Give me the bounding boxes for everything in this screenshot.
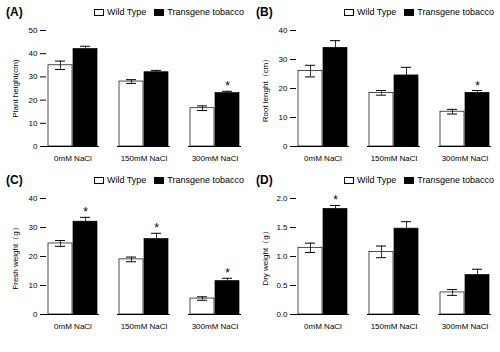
html-text:(B): (B) (256, 5, 273, 19)
svg-text:10: 10 (29, 281, 38, 290)
svg-text:40: 40 (279, 26, 288, 35)
svg-text:2.0: 2.0 (276, 194, 288, 203)
html-text:Wild Type: Wild Type (106, 7, 147, 17)
svg-text:300mM NaCl: 300mM NaCl (442, 322, 489, 331)
svg-text:300mM NaCl: 300mM NaCl (442, 154, 489, 163)
svg-text:0: 0 (283, 142, 288, 151)
svg-text:0mM NaCl: 0mM NaCl (304, 154, 342, 163)
svg-text:30: 30 (29, 223, 38, 232)
svg-text:0.5: 0.5 (276, 281, 288, 290)
html-text:Transgene tobacco: Transgene tobacco (417, 175, 494, 185)
html-text:Wild Type: Wild Type (106, 175, 147, 185)
svg-text:Fresh weight（g）: Fresh weight（g） (11, 223, 20, 289)
svg-text:150mM NaCl: 150mM NaCl (121, 322, 168, 331)
html-text:Wild Type: Wild Type (356, 175, 397, 185)
svg-text:*: * (333, 193, 338, 207)
svg-text:10: 10 (279, 113, 288, 122)
svg-text:*: * (83, 205, 88, 219)
svg-text:0.0: 0.0 (276, 310, 288, 319)
svg-text:40: 40 (29, 49, 38, 58)
svg-text:50: 50 (29, 26, 38, 35)
svg-text:Dry weight（g）: Dry weight（g） (261, 227, 270, 285)
svg-text:1.5: 1.5 (276, 223, 288, 232)
svg-text:30: 30 (279, 55, 288, 64)
svg-text:20: 20 (29, 252, 38, 261)
svg-text:20: 20 (279, 84, 288, 93)
svg-text:150mM NaCl: 150mM NaCl (371, 154, 418, 163)
svg-text:20: 20 (29, 96, 38, 105)
svg-text:150mM NaCl: 150mM NaCl (371, 322, 418, 331)
svg-text:*: * (225, 266, 230, 280)
svg-text:Root lenght（cm）: Root lenght（cm） (261, 55, 270, 123)
svg-text:*: * (225, 79, 230, 93)
html-text:(A): (A) (6, 5, 23, 19)
html-text:(C): (C) (6, 173, 23, 187)
svg-text:*: * (154, 221, 159, 235)
svg-text:0: 0 (33, 142, 38, 151)
svg-text:300mM NaCl: 300mM NaCl (192, 322, 239, 331)
svg-text:0mM NaCl: 0mM NaCl (54, 154, 92, 163)
html-text:Wild Type: Wild Type (356, 7, 397, 17)
svg-text:1.0: 1.0 (276, 252, 288, 261)
svg-text:30: 30 (29, 72, 38, 81)
svg-text:*: * (475, 79, 480, 93)
html-text:Transgene tobacco: Transgene tobacco (167, 175, 244, 185)
svg-text:150mM NaCl: 150mM NaCl (121, 154, 168, 163)
svg-text:Plant height(cm): Plant height(cm) (11, 59, 20, 118)
html-text:Transgene tobacco: Transgene tobacco (167, 7, 244, 17)
html-text:Transgene tobacco: Transgene tobacco (417, 7, 494, 17)
svg-text:40: 40 (29, 194, 38, 203)
svg-text:0: 0 (33, 310, 38, 319)
svg-text:0mM NaCl: 0mM NaCl (304, 322, 342, 331)
html-text:(D): (D) (256, 173, 273, 187)
svg-text:10: 10 (29, 119, 38, 128)
svg-text:300mM NaCl: 300mM NaCl (192, 154, 239, 163)
svg-text:0mM NaCl: 0mM NaCl (54, 322, 92, 331)
